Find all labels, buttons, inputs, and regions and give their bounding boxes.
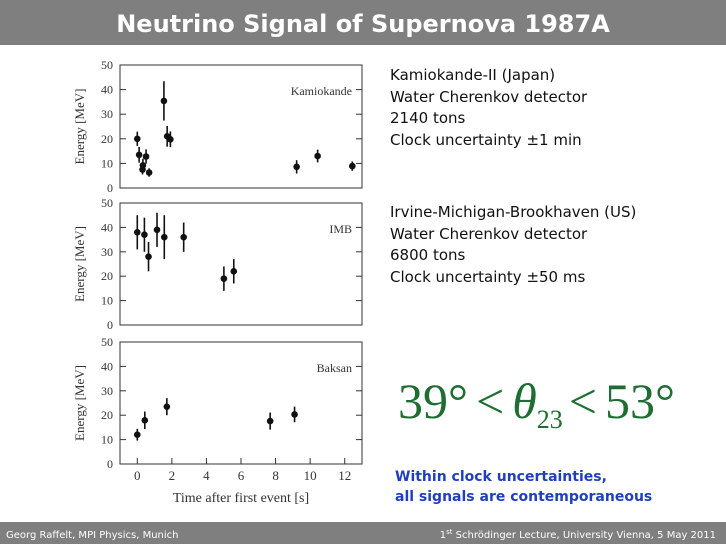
- detector-line: Irvine-Michigan-Brookhaven (US): [390, 203, 636, 221]
- y-axis-label: Energy [MeV]: [72, 365, 87, 441]
- title-bar: [0, 0, 726, 45]
- formula-subscript: 23: [537, 405, 563, 434]
- x-tick-label: 0: [134, 468, 141, 483]
- y-tick-label: 50: [101, 58, 113, 72]
- footer-number: 1: [440, 530, 446, 541]
- y-tick-label: 40: [101, 220, 113, 234]
- y-tick-label: 10: [101, 156, 113, 170]
- y-axis-label: Energy [MeV]: [72, 89, 87, 165]
- data-point: [167, 135, 174, 143]
- data-point: [293, 163, 300, 171]
- data-point: [141, 417, 149, 424]
- data-point: [160, 97, 168, 105]
- x-axis-label: Time after first event [s]: [173, 491, 309, 506]
- panel-label: Kamiokande: [291, 84, 352, 98]
- data-point: [220, 275, 228, 282]
- data-point: [133, 431, 141, 439]
- data-point: [145, 253, 152, 260]
- formula-text: 39° < θ23 <53°: [398, 373, 675, 434]
- detector-line: Clock uncertainty ±50 ms: [390, 268, 585, 286]
- slide-title: Neutrino Signal of Supernova 1987A: [116, 10, 610, 38]
- x-tick-label: 10: [304, 468, 317, 483]
- data-point: [139, 162, 147, 169]
- data-point: [266, 417, 274, 425]
- footer-bar: [0, 522, 726, 544]
- detector-line: Water Cherenkov detector: [390, 225, 588, 243]
- conclusion-line: Within clock uncertainties,: [395, 469, 607, 485]
- y-tick-label: 30: [101, 245, 113, 259]
- formula: 39° < θ23 <53°: [398, 373, 675, 434]
- y-tick-label: 50: [101, 335, 113, 349]
- formula-relation: <: [569, 373, 597, 429]
- footer-rest: Schrödinger Lecture, University Vienna, …: [452, 530, 716, 541]
- data-point: [142, 153, 150, 160]
- y-tick-label: 20: [101, 269, 113, 283]
- data-point: [160, 233, 168, 241]
- formula-right: 53°: [605, 373, 675, 429]
- detector-line: 2140 tons: [390, 109, 466, 127]
- footer-sup: st: [446, 528, 453, 536]
- panel-label: Baksan: [317, 361, 352, 375]
- x-tick-label: 6: [238, 468, 245, 483]
- data-point: [180, 233, 187, 241]
- data-point: [153, 226, 161, 234]
- x-tick-label: 12: [338, 468, 351, 483]
- y-tick-label: 10: [101, 294, 113, 308]
- x-tick-label: 4: [203, 468, 210, 483]
- footer-right: 1st Schrödinger Lecture, University Vien…: [440, 528, 716, 541]
- detector-line: Clock uncertainty ±1 min: [390, 131, 582, 149]
- chart-panel: 0 10 20 30 40 50 Kamiokande Energy [MeV]: [72, 58, 363, 195]
- data-point: [163, 403, 171, 410]
- data-point: [133, 135, 141, 143]
- y-tick-label: 0: [107, 181, 113, 195]
- plot-frame: [119, 202, 363, 326]
- data-point: [230, 268, 238, 275]
- formula-relation: <: [476, 373, 504, 429]
- y-tick-label: 40: [101, 83, 113, 97]
- y-tick-label: 20: [101, 408, 113, 422]
- y-tick-label: 20: [101, 132, 113, 146]
- y-tick-label: 30: [101, 384, 113, 398]
- formula-left: 39°: [398, 373, 468, 429]
- y-tick-label: 50: [101, 196, 113, 210]
- detector-line: 6800 tons: [390, 246, 466, 264]
- panel-label: IMB: [329, 222, 352, 236]
- data-point: [291, 411, 298, 418]
- data-point: [141, 231, 148, 239]
- footer-left: Georg Raffelt, MPI Physics, Munich: [6, 530, 178, 541]
- detector-line: Kamiokande-II (Japan): [390, 66, 555, 84]
- y-tick-label: 40: [101, 359, 113, 373]
- conclusion: Within clock uncertainties, all signals …: [395, 469, 652, 505]
- data-point: [135, 151, 143, 159]
- x-tick-label: 8: [272, 468, 279, 483]
- detector-line: Water Cherenkov detector: [390, 88, 588, 106]
- chart-panel: 0 10 20 30 40 50 IMB Energy [MeV]: [72, 196, 363, 332]
- y-axis-label: Energy [MeV]: [72, 226, 87, 302]
- data-point: [349, 162, 356, 170]
- detector-info: Kamiokande-II (Japan) Water Cherenkov de…: [390, 66, 636, 286]
- data-point: [145, 169, 153, 176]
- plot-frame: [119, 64, 363, 189]
- y-tick-label: 0: [107, 318, 113, 332]
- conclusion-line: all signals are contemporaneous: [395, 489, 652, 505]
- y-tick-label: 0: [107, 457, 113, 471]
- x-tick-label: 2: [169, 468, 176, 483]
- formula-symbol: θ: [512, 373, 537, 429]
- chart-panel: 0 10 20 30 40 50 0 2 4 6 8 10 12 Baksan Energy [MeV] Ti…: [72, 335, 363, 506]
- y-tick-label: 10: [101, 433, 113, 447]
- y-tick-label: 30: [101, 107, 113, 121]
- data-point: [314, 152, 321, 160]
- data-point: [133, 228, 141, 236]
